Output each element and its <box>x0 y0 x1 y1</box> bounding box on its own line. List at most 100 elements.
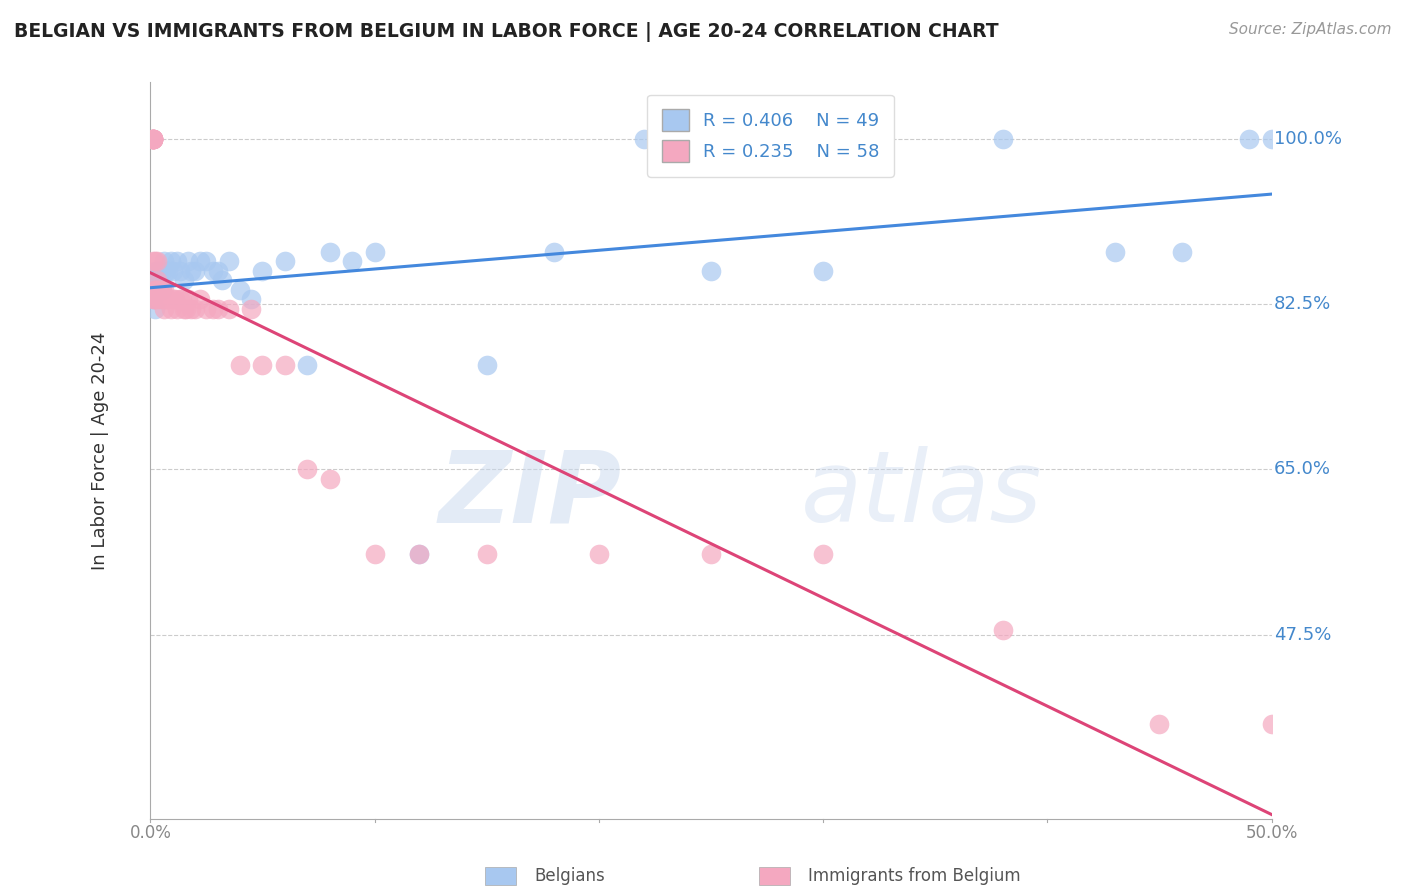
Point <box>142 254 165 268</box>
Point <box>297 359 319 373</box>
Point <box>475 547 498 561</box>
Point <box>1171 244 1194 259</box>
Point <box>543 244 565 259</box>
Point <box>166 301 188 316</box>
Text: ZIP: ZIP <box>439 446 621 543</box>
Point <box>297 462 319 476</box>
Text: Belgians: Belgians <box>534 867 605 885</box>
Point <box>991 623 1014 637</box>
Point <box>173 273 195 287</box>
Point <box>177 254 200 268</box>
Point <box>240 301 263 316</box>
Point <box>143 292 166 306</box>
Point <box>274 359 297 373</box>
Point <box>408 547 430 561</box>
Point <box>1260 717 1282 731</box>
Point <box>142 131 165 145</box>
Point <box>202 264 225 278</box>
Point <box>240 292 263 306</box>
Point <box>184 264 207 278</box>
Point <box>159 301 181 316</box>
Point <box>155 292 177 306</box>
Text: 50.0%: 50.0% <box>1246 823 1298 842</box>
Point <box>146 254 169 268</box>
Point <box>157 264 180 278</box>
Point <box>142 292 165 306</box>
Point <box>218 301 240 316</box>
Point <box>588 547 610 561</box>
Point <box>319 472 342 486</box>
Point <box>207 264 229 278</box>
Point <box>180 301 202 316</box>
Point <box>408 547 430 561</box>
Point <box>148 283 170 297</box>
Point <box>252 264 274 278</box>
Point <box>157 292 180 306</box>
Point <box>148 283 170 297</box>
Point <box>195 301 218 316</box>
Point <box>143 283 166 297</box>
Point <box>169 264 191 278</box>
Point <box>811 264 834 278</box>
Point <box>202 301 225 316</box>
Point <box>155 264 177 278</box>
Point <box>143 283 166 297</box>
Point <box>166 254 188 268</box>
Point <box>991 131 1014 145</box>
Point <box>188 254 211 268</box>
Point <box>195 254 218 268</box>
Point <box>700 264 723 278</box>
Point <box>146 273 169 287</box>
Point <box>188 292 211 306</box>
Point <box>173 301 195 316</box>
Point <box>475 359 498 373</box>
Point <box>218 254 240 268</box>
Point <box>700 547 723 561</box>
Point <box>207 301 229 316</box>
Text: In Labor Force | Age 20-24: In Labor Force | Age 20-24 <box>91 331 108 570</box>
Text: 82.5%: 82.5% <box>1274 295 1331 313</box>
Point <box>163 292 186 306</box>
Point <box>143 301 166 316</box>
Point <box>150 264 173 278</box>
Point <box>143 273 166 287</box>
Point <box>142 131 165 145</box>
Point <box>155 292 177 306</box>
Text: 0.0%: 0.0% <box>129 823 172 842</box>
Point <box>148 292 170 306</box>
Text: 100.0%: 100.0% <box>1274 129 1341 147</box>
Point <box>274 254 297 268</box>
Point <box>150 283 173 297</box>
Point <box>177 292 200 306</box>
Text: atlas: atlas <box>800 446 1042 543</box>
Point <box>633 131 655 145</box>
Point <box>162 292 184 306</box>
Point <box>142 131 165 145</box>
Text: 47.5%: 47.5% <box>1274 625 1331 644</box>
Point <box>142 283 165 297</box>
Text: Immigrants from Belgium: Immigrants from Belgium <box>808 867 1021 885</box>
Point <box>150 283 173 297</box>
Point <box>142 131 165 145</box>
Point <box>146 283 169 297</box>
Point <box>162 264 184 278</box>
Point <box>169 292 191 306</box>
Point <box>211 273 233 287</box>
Text: Source: ZipAtlas.com: Source: ZipAtlas.com <box>1229 22 1392 37</box>
Point <box>252 359 274 373</box>
Point <box>143 254 166 268</box>
Point <box>146 264 169 278</box>
Point <box>153 301 176 316</box>
Point <box>143 264 166 278</box>
Point <box>142 131 165 145</box>
Point <box>142 131 165 145</box>
Text: 65.0%: 65.0% <box>1274 460 1331 478</box>
Point <box>159 254 181 268</box>
Point <box>143 283 166 297</box>
Point <box>811 547 834 561</box>
Legend: R = 0.406    N = 49, R = 0.235    N = 58: R = 0.406 N = 49, R = 0.235 N = 58 <box>647 95 894 177</box>
Point <box>143 292 166 306</box>
Point <box>142 292 165 306</box>
Point <box>319 244 342 259</box>
Point <box>148 264 170 278</box>
